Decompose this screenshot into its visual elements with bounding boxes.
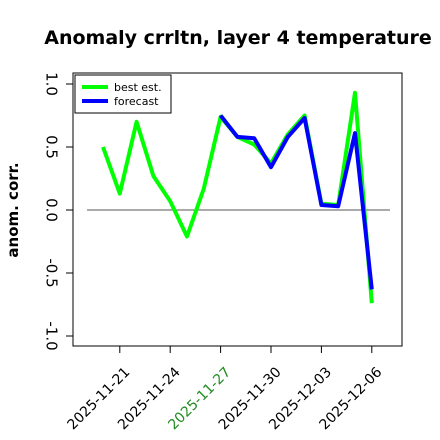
chart-title: Anomaly crrltn, layer 4 temperature: [44, 27, 432, 49]
x-axis-ticks: 2025-11-212025-11-242025-11-272025-11-30…: [65, 346, 385, 433]
legend-label-forecast: forecast: [114, 95, 159, 108]
series-layer: [101, 90, 374, 304]
y-tick-label: -0.5: [43, 258, 61, 287]
series-line-forecast: [219, 114, 374, 290]
y-tick-label: 1.0: [43, 72, 61, 96]
y-tick-label: -1.0: [43, 321, 61, 350]
legend-box: [74, 74, 172, 114]
legend-label-best-est: best est.: [114, 81, 162, 94]
y-tick-label: 0.0: [43, 198, 61, 222]
legend: best est. forecast: [74, 74, 172, 114]
y-axis-ticks: -1.0 -0.5 0.0 0.5 1.0: [43, 72, 73, 351]
y-axis-label: anom. corr.: [4, 162, 22, 257]
y-tick-label: 0.5: [43, 135, 61, 159]
